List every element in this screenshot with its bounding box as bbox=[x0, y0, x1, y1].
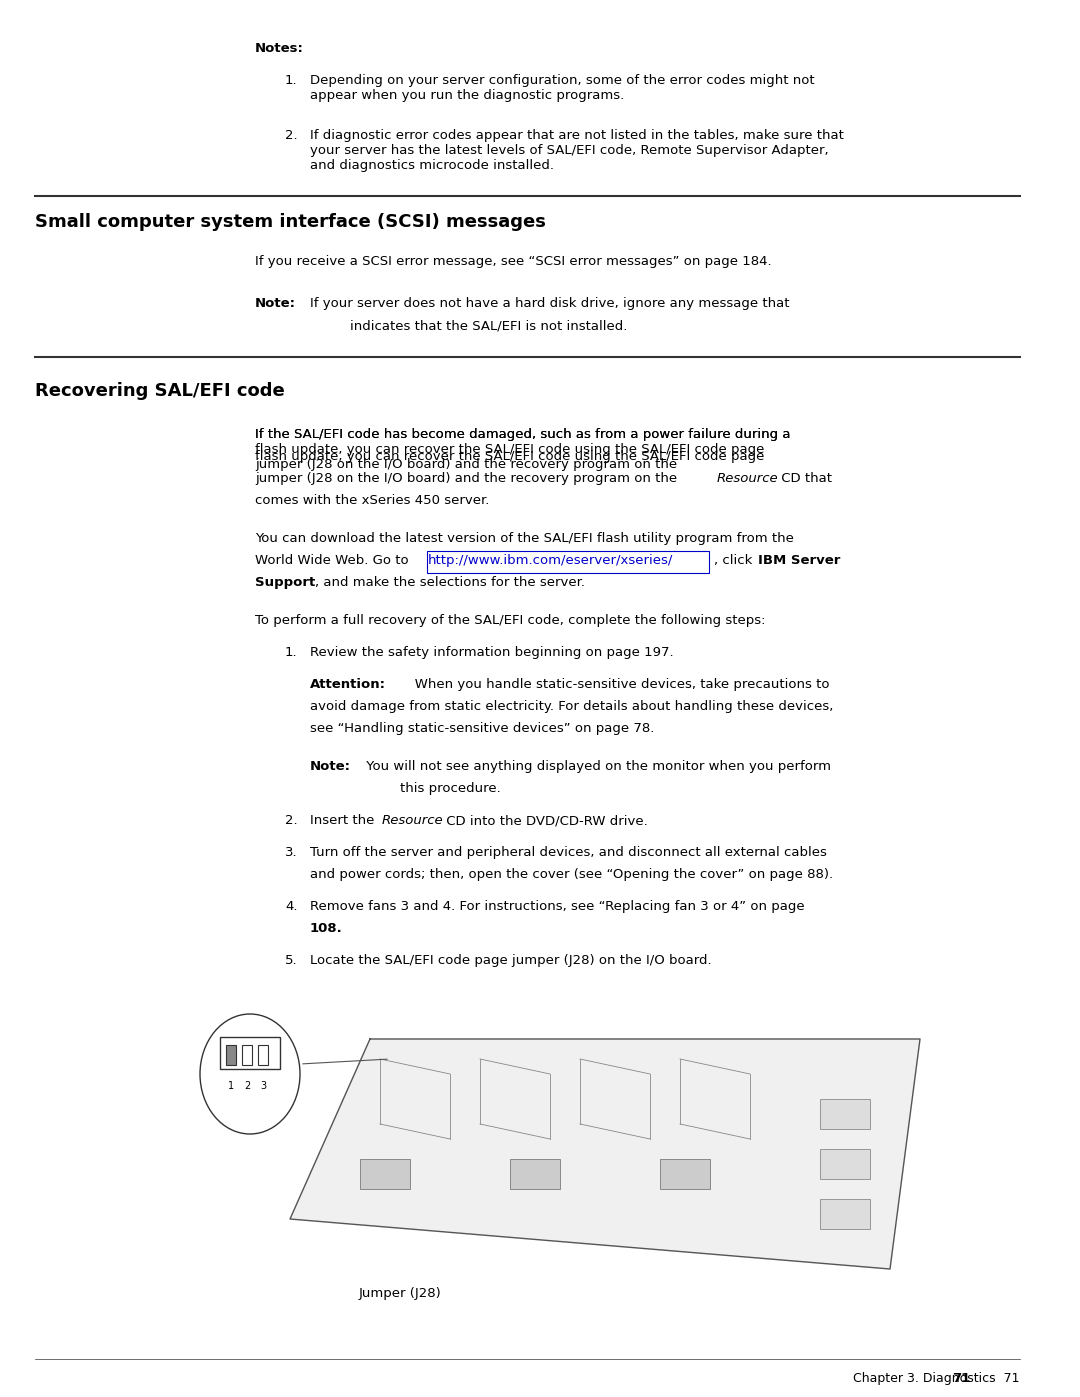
Text: Note:: Note: bbox=[310, 760, 351, 773]
Bar bbox=[258, 1045, 268, 1065]
Text: 3: 3 bbox=[260, 1081, 266, 1091]
Text: Chapter 3. Diagnostics  71: Chapter 3. Diagnostics 71 bbox=[853, 1372, 1020, 1384]
Bar bbox=[820, 1148, 870, 1179]
Bar bbox=[510, 1160, 561, 1189]
Bar bbox=[820, 1199, 870, 1229]
Text: Recovering SAL/EFI code: Recovering SAL/EFI code bbox=[35, 381, 285, 400]
Text: jumper (J28 on the I/O board) and the recovery program on the: jumper (J28 on the I/O board) and the re… bbox=[255, 472, 681, 485]
Text: Attention:: Attention: bbox=[310, 678, 386, 692]
Text: Locate the SAL/EFI code page jumper (J28) on the I/O board.: Locate the SAL/EFI code page jumper (J28… bbox=[310, 954, 712, 967]
Text: 2.: 2. bbox=[285, 814, 298, 827]
Polygon shape bbox=[291, 1039, 920, 1268]
Text: If your server does not have a hard disk drive, ignore any message that: If your server does not have a hard disk… bbox=[310, 298, 789, 310]
Text: 4.: 4. bbox=[285, 900, 297, 914]
Text: indicates that the SAL/EFI is not installed.: indicates that the SAL/EFI is not instal… bbox=[350, 319, 627, 332]
Text: comes with the xSeries 450 server.: comes with the xSeries 450 server. bbox=[255, 495, 489, 507]
Text: Jumper (J28): Jumper (J28) bbox=[359, 1287, 442, 1301]
Text: Depending on your server configuration, some of the error codes might not
appear: Depending on your server configuration, … bbox=[310, 74, 814, 102]
Text: If you receive a SCSI error message, see “SCSI error messages” on page 184.: If you receive a SCSI error message, see… bbox=[255, 256, 771, 268]
Text: IBM Server: IBM Server bbox=[757, 555, 840, 567]
Text: Insert the: Insert the bbox=[310, 814, 379, 827]
Text: , click: , click bbox=[714, 555, 756, 567]
Text: see “Handling static-sensitive devices” on page 78.: see “Handling static-sensitive devices” … bbox=[310, 722, 654, 735]
Text: and power cords; then, open the cover (see “Opening the cover” on page 88).: and power cords; then, open the cover (s… bbox=[310, 868, 833, 882]
Text: Notes:: Notes: bbox=[255, 42, 303, 54]
Text: If the SAL/EFI code has become damaged, such as from a power failure during a: If the SAL/EFI code has become damaged, … bbox=[255, 427, 791, 441]
Text: 2: 2 bbox=[244, 1081, 251, 1091]
Text: 3.: 3. bbox=[285, 847, 298, 859]
Text: When you handle static-sensitive devices, take precautions to: When you handle static-sensitive devices… bbox=[402, 678, 829, 692]
Text: You can download the latest version of the SAL/EFI flash utility program from th: You can download the latest version of t… bbox=[255, 532, 794, 545]
Bar bbox=[820, 1099, 870, 1129]
Text: 5.: 5. bbox=[285, 954, 298, 967]
Text: 1.: 1. bbox=[285, 74, 298, 87]
Text: If the SAL/EFI code has become damaged, such as from a power failure during a
fl: If the SAL/EFI code has become damaged, … bbox=[255, 427, 791, 471]
Text: 71: 71 bbox=[951, 1372, 970, 1384]
Bar bbox=[220, 1037, 280, 1069]
Text: CD that: CD that bbox=[777, 472, 832, 485]
Text: Review the safety information beginning on page 197.: Review the safety information beginning … bbox=[310, 645, 674, 659]
Text: Turn off the server and peripheral devices, and disconnect all external cables: Turn off the server and peripheral devic… bbox=[310, 847, 827, 859]
Text: Support: Support bbox=[255, 576, 315, 590]
Bar bbox=[660, 1160, 710, 1189]
Text: CD into the DVD/CD-RW drive.: CD into the DVD/CD-RW drive. bbox=[442, 814, 648, 827]
Text: http://www.ibm.com/eserver/xseries/: http://www.ibm.com/eserver/xseries/ bbox=[428, 555, 673, 567]
Text: Resource: Resource bbox=[717, 472, 779, 485]
Text: Small computer system interface (SCSI) messages: Small computer system interface (SCSI) m… bbox=[35, 212, 545, 231]
Text: 2.: 2. bbox=[285, 129, 298, 142]
Text: 1: 1 bbox=[228, 1081, 234, 1091]
Text: Remove fans 3 and 4. For instructions, see “Replacing fan 3 or 4” on page: Remove fans 3 and 4. For instructions, s… bbox=[310, 900, 805, 914]
Text: Resource: Resource bbox=[382, 814, 444, 827]
Text: flash update, you can recover the SAL/EFI code using the SAL/EFI code page: flash update, you can recover the SAL/EF… bbox=[255, 450, 765, 462]
Text: Note:: Note: bbox=[255, 298, 296, 310]
Text: If diagnostic error codes appear that are not listed in the tables, make sure th: If diagnostic error codes appear that ar… bbox=[310, 129, 843, 172]
Text: 1.: 1. bbox=[285, 645, 298, 659]
Text: To perform a full recovery of the SAL/EFI code, complete the following steps:: To perform a full recovery of the SAL/EF… bbox=[255, 615, 766, 627]
Text: avoid damage from static electricity. For details about handling these devices,: avoid damage from static electricity. Fo… bbox=[310, 700, 834, 712]
Bar bbox=[360, 1160, 410, 1189]
Text: You will not see anything displayed on the monitor when you perform: You will not see anything displayed on t… bbox=[362, 760, 831, 773]
Text: 108.: 108. bbox=[310, 922, 342, 935]
Text: World Wide Web. Go to: World Wide Web. Go to bbox=[255, 555, 413, 567]
Bar bbox=[226, 1045, 237, 1065]
Text: , and make the selections for the server.: , and make the selections for the server… bbox=[315, 576, 585, 590]
Bar bbox=[242, 1045, 252, 1065]
Text: this procedure.: this procedure. bbox=[400, 782, 501, 795]
